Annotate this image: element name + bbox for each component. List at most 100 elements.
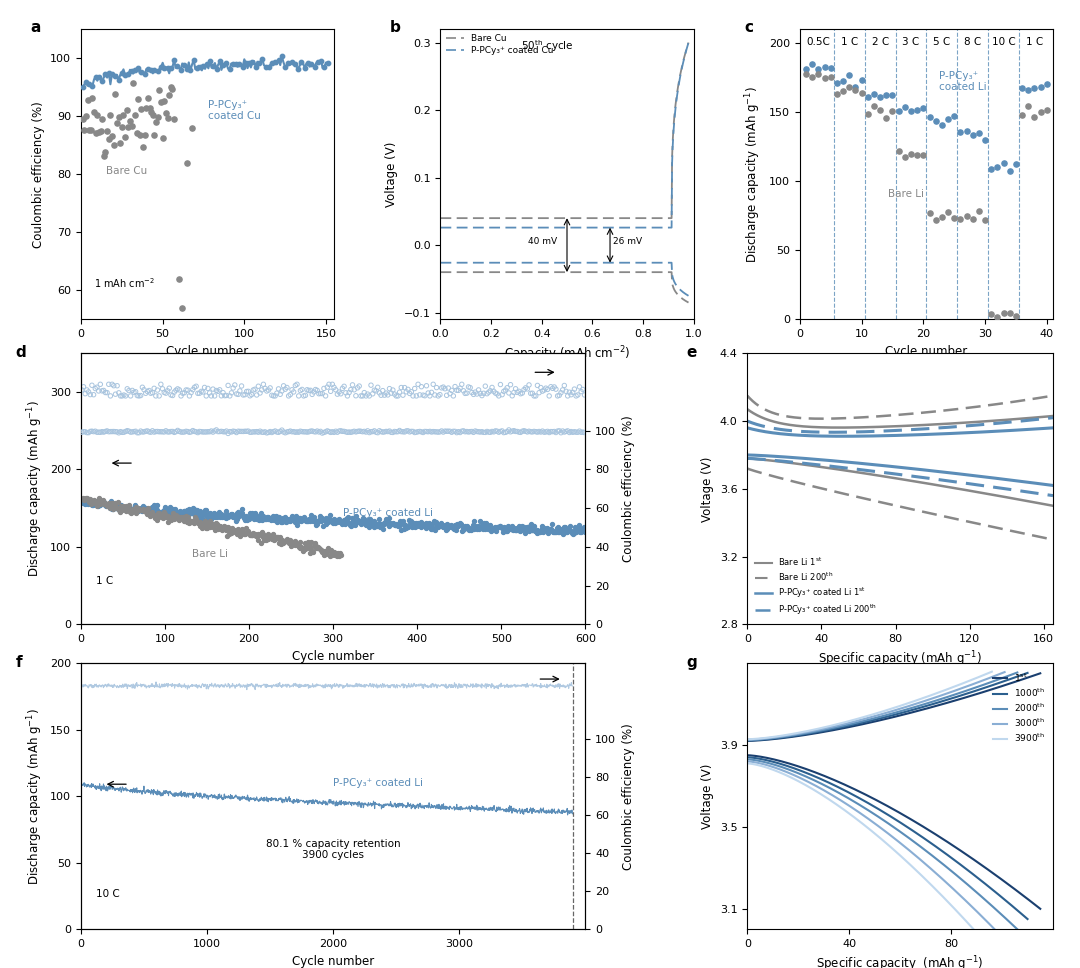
Point: [186, 379, 203, 395]
Point: [419, 385, 436, 401]
Point: [116, 501, 133, 517]
Text: 1 C: 1 C: [840, 37, 858, 47]
Point: [451, 380, 469, 396]
Point: [225, 423, 242, 439]
Point: [89, 494, 106, 509]
Point: [401, 515, 418, 530]
Text: 1 mAh cm$^{-2}$: 1 mAh cm$^{-2}$: [94, 277, 154, 290]
Point: [73, 382, 91, 398]
Point: [179, 424, 197, 439]
Point: [184, 120, 201, 136]
Point: [497, 425, 514, 440]
Point: [482, 383, 499, 399]
Point: [487, 524, 504, 539]
Point: [309, 517, 326, 532]
Point: [201, 424, 218, 439]
Point: [403, 384, 420, 400]
Point: [234, 509, 252, 525]
Point: [564, 384, 581, 400]
Point: [958, 123, 975, 138]
Point: [230, 423, 247, 439]
Point: [555, 527, 572, 542]
Point: [399, 519, 416, 534]
Point: [571, 518, 589, 533]
Point: [561, 384, 578, 400]
Point: [306, 535, 323, 551]
Point: [114, 499, 132, 514]
Point: [496, 520, 513, 535]
Point: [82, 497, 99, 512]
Point: [79, 497, 96, 512]
Point: [118, 499, 135, 514]
Point: [229, 527, 246, 542]
Point: [234, 526, 252, 541]
Point: [136, 128, 153, 143]
Point: [320, 514, 337, 529]
Point: [226, 508, 243, 524]
Point: [129, 501, 146, 517]
Point: [197, 506, 214, 522]
Point: [492, 520, 510, 535]
Text: P-PCy₃⁺
coated Li: P-PCy₃⁺ coated Li: [940, 71, 987, 92]
Point: [282, 423, 299, 439]
Point: [423, 521, 441, 536]
Point: [275, 533, 293, 549]
Point: [417, 520, 434, 535]
Point: [388, 516, 405, 531]
Point: [457, 424, 474, 439]
Bare Li 1$^{\rm st}$: [778, 418, 791, 430]
Point: [92, 498, 109, 513]
Point: [315, 380, 333, 396]
Point: [514, 518, 531, 533]
Point: [240, 510, 257, 526]
Point: [103, 499, 120, 515]
Point: [80, 425, 97, 440]
Point: [569, 524, 586, 539]
Point: [940, 111, 957, 127]
Point: [361, 388, 378, 404]
Point: [557, 424, 575, 439]
Point: [98, 423, 116, 439]
Point: [119, 423, 136, 439]
Point: [510, 523, 527, 538]
Point: [299, 55, 316, 71]
Point: [124, 501, 141, 517]
Point: [212, 53, 229, 69]
Point: [342, 381, 360, 397]
Point: [542, 379, 559, 395]
Point: [86, 380, 104, 396]
Point: [162, 60, 179, 76]
Point: [450, 517, 468, 532]
Point: [274, 535, 292, 551]
Point: [85, 387, 103, 403]
Point: [177, 512, 194, 528]
Point: [529, 378, 546, 393]
Point: [1013, 107, 1030, 123]
Point: [413, 520, 430, 535]
Point: [234, 424, 252, 439]
Point: [382, 425, 400, 440]
Point: [545, 424, 563, 439]
Point: [355, 511, 373, 527]
Point: [125, 500, 143, 516]
Point: [185, 513, 202, 529]
P-PCy₃⁺ coated Li 1$^{\rm st}$: [962, 427, 975, 439]
Point: [150, 505, 167, 521]
Point: [165, 111, 183, 127]
Point: [202, 519, 219, 534]
Point: [294, 511, 311, 527]
Point: [237, 424, 254, 439]
Point: [552, 385, 569, 401]
Point: [360, 512, 377, 528]
Point: [306, 509, 323, 525]
Point: [329, 545, 347, 560]
Point: [307, 538, 324, 554]
Text: P-PCy₃⁺ coated Li: P-PCy₃⁺ coated Li: [333, 777, 423, 788]
Point: [570, 521, 588, 536]
Point: [504, 522, 522, 537]
Point: [298, 541, 315, 557]
Point: [77, 386, 94, 402]
Point: [485, 521, 502, 536]
Point: [288, 424, 306, 439]
Point: [890, 104, 907, 119]
